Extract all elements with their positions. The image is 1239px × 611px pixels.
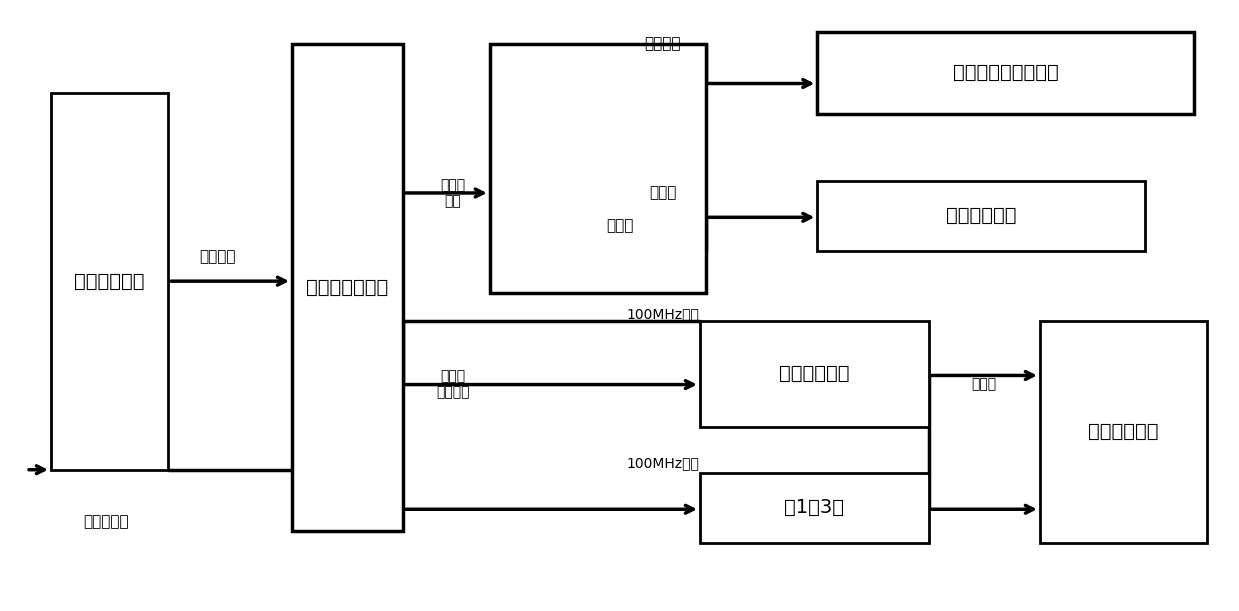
- Text: 采用电路滤波: 采用电路滤波: [1088, 422, 1158, 441]
- Text: 可滤波: 可滤波: [649, 186, 676, 200]
- Bar: [700, 473, 928, 543]
- Text: 有改善
仍不合格: 有改善 仍不合格: [436, 370, 470, 400]
- Bar: [51, 93, 169, 470]
- Text: 不合格: 不合格: [971, 378, 996, 392]
- Bar: [818, 32, 1194, 114]
- Text: 连上某根电缆: 连上某根电缆: [74, 272, 145, 291]
- Bar: [1040, 321, 1207, 543]
- Bar: [292, 44, 403, 530]
- Text: 绕1～3匝: 绕1～3匝: [784, 498, 844, 518]
- Bar: [818, 181, 1145, 251]
- Bar: [700, 321, 928, 427]
- Text: 100MHz以下: 100MHz以下: [627, 456, 699, 470]
- Text: 可滤波: 可滤波: [606, 219, 633, 233]
- Text: 辐射增强: 辐射增强: [199, 249, 235, 265]
- Text: 套上铁氧体磁环: 套上铁氧体磁环: [306, 278, 389, 297]
- Text: 使用或改善屏蔽电缆: 使用或改善屏蔽电缆: [953, 64, 1058, 82]
- Text: 不可滤波: 不可滤波: [644, 37, 681, 51]
- Text: 增加一个磁环: 增加一个磁环: [779, 364, 850, 384]
- Text: 采用电路滤波: 采用电路滤波: [945, 207, 1016, 225]
- Text: 100MHz以上: 100MHz以上: [627, 307, 699, 321]
- Text: 无明显
改善: 无明显 改善: [440, 178, 465, 208]
- Text: 辐射无增强: 辐射无增强: [84, 514, 129, 529]
- Bar: [489, 44, 706, 293]
